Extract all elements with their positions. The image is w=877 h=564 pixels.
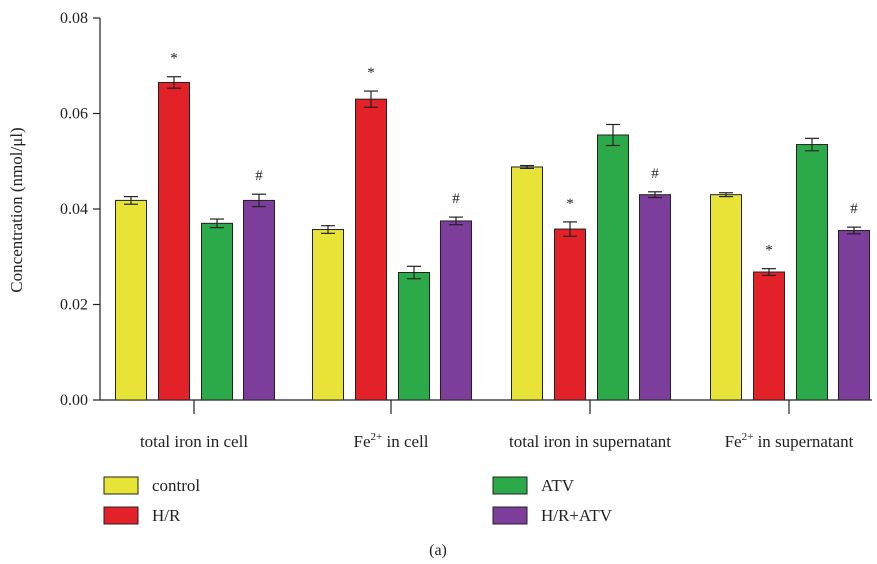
legend-item: H/R xyxy=(103,506,181,525)
category-label-text: Fe xyxy=(725,432,742,451)
error-bar xyxy=(124,195,138,205)
bar-atv-2 xyxy=(597,134,629,401)
bar-h-r-atv-0 xyxy=(243,199,275,401)
category-label: total iron in cell xyxy=(140,432,248,451)
bar-control-0 xyxy=(115,199,147,401)
bar-h-r-atv-2 xyxy=(639,194,671,401)
legend-label: H/R+ATV xyxy=(541,506,613,525)
y-tick-label: 0.02 xyxy=(60,297,88,314)
error-bar xyxy=(606,123,620,147)
error-bar xyxy=(520,164,534,170)
error-bar xyxy=(449,216,463,226)
legend-label: control xyxy=(152,476,200,495)
legend-item: H/R+ATV xyxy=(492,506,613,525)
significance-mark: # xyxy=(255,168,263,184)
error-bar xyxy=(252,193,266,208)
category-label-text: Fe xyxy=(354,432,371,451)
category-label: Fe2+ in supernatant xyxy=(725,431,854,451)
error-bar xyxy=(719,192,733,198)
bar-control-2 xyxy=(511,166,543,401)
significance-mark: # xyxy=(452,191,460,207)
bar-h-r-atv-3 xyxy=(838,229,870,401)
significance-mark: * xyxy=(566,196,574,212)
category-label: total iron in supernatant xyxy=(509,432,671,451)
bar-h-r-0 xyxy=(158,81,190,401)
error-bar xyxy=(407,265,421,280)
bar-h-r-atv-1 xyxy=(440,220,472,401)
error-bar xyxy=(563,221,577,237)
bar-h-r-3 xyxy=(753,271,785,401)
error-bar xyxy=(762,268,776,276)
error-bar xyxy=(167,76,181,89)
y-tick-label: 0.08 xyxy=(60,10,88,27)
y-axis-label: Concentration (nmol/μl) xyxy=(7,127,26,292)
significance-mark: * xyxy=(367,65,375,81)
significance-mark: * xyxy=(765,243,773,259)
significance-mark: * xyxy=(170,51,178,67)
y-tick-label: 0.06 xyxy=(60,106,88,123)
bar-atv-3 xyxy=(796,144,828,401)
legend-swatch xyxy=(492,476,528,495)
legend-label: ATV xyxy=(541,476,575,495)
bar-control-3 xyxy=(710,194,742,401)
category-label-text: in cell xyxy=(382,432,429,451)
error-bar xyxy=(648,191,662,199)
bar-h-r-1 xyxy=(355,98,387,401)
bar-atv-0 xyxy=(201,222,233,401)
category-label-text: total iron in supernatant xyxy=(509,432,671,451)
significance-mark: # xyxy=(651,166,659,182)
legend-label: H/R xyxy=(152,506,181,525)
category-labels: total iron in cell Fe2+ in cell total iron… xyxy=(140,431,854,451)
y-tick-label: 0.04 xyxy=(60,201,88,218)
bar-h-r-2 xyxy=(554,228,586,401)
legend-item: control xyxy=(103,476,200,495)
bars: * * * * # # # # xyxy=(115,51,870,401)
legend: control H/R ATV H/R+ATV xyxy=(103,476,613,525)
bar-control-1 xyxy=(312,229,344,401)
bar-atv-1 xyxy=(398,272,430,401)
error-bar xyxy=(805,137,819,152)
legend-swatch xyxy=(492,506,528,525)
category-label-superscript: 2+ xyxy=(371,431,383,443)
error-bar xyxy=(321,225,335,234)
category-label-text: total iron in cell xyxy=(140,432,248,451)
error-bar xyxy=(210,218,224,229)
legend-swatch xyxy=(103,476,139,495)
legend-swatch xyxy=(103,506,139,525)
figure-caption: (a) xyxy=(429,542,447,559)
category-label-text: in supernatant xyxy=(753,432,853,451)
error-bar xyxy=(364,90,378,108)
category-label-superscript: 2+ xyxy=(742,431,754,443)
category-label: Fe2+ in cell xyxy=(354,431,429,451)
legend-item: ATV xyxy=(492,476,575,495)
significance-mark: # xyxy=(850,201,858,217)
y-tick-label: 0.00 xyxy=(60,392,88,409)
error-bar xyxy=(847,226,861,235)
